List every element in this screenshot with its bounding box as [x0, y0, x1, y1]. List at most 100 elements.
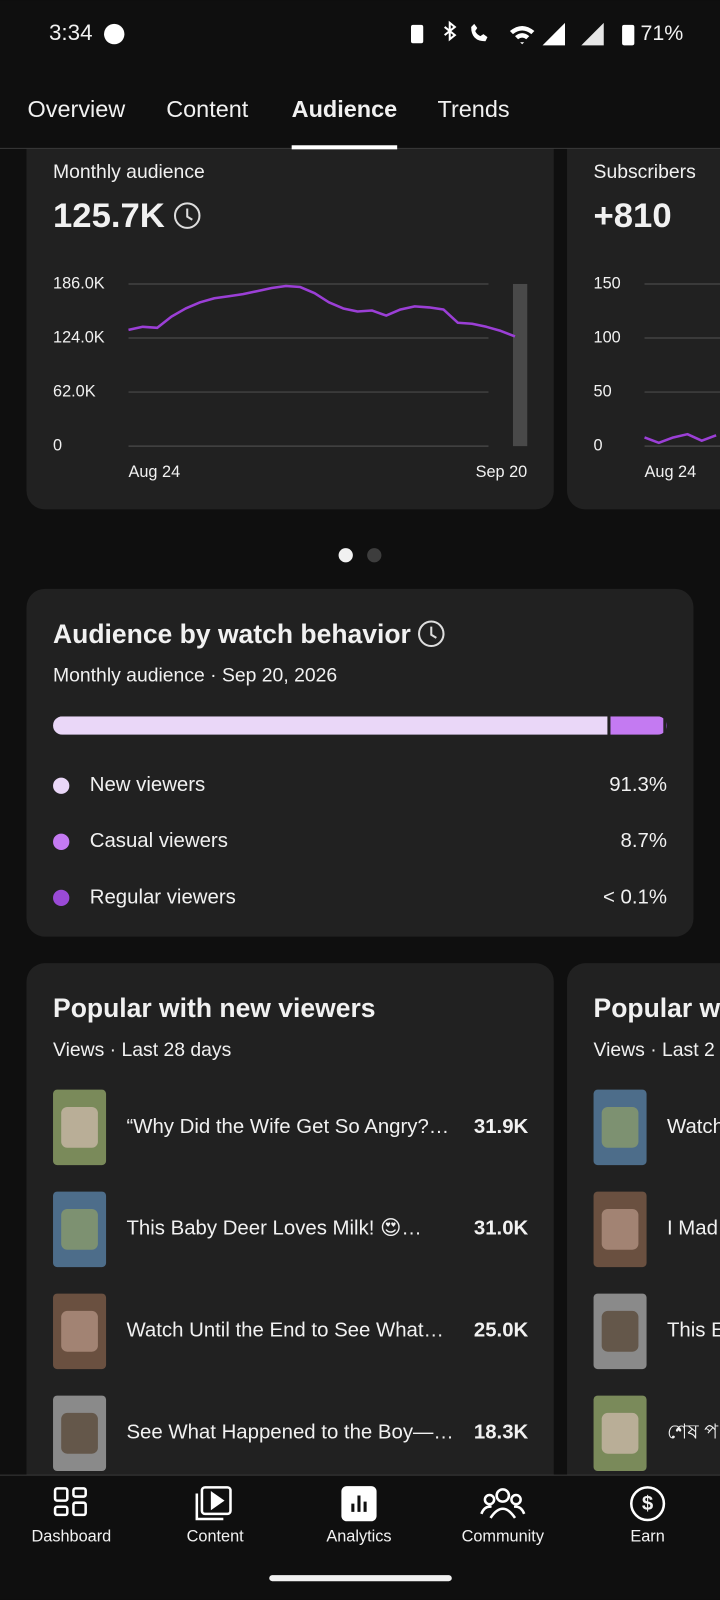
pager-dot[interactable] — [338, 548, 353, 563]
dashboard-icon — [53, 1487, 87, 1517]
messenger-icon — [104, 23, 125, 45]
card-bg — [26, 963, 554, 1535]
video-row[interactable]: শেষ প — [593, 1395, 719, 1472]
wifi-icon — [509, 25, 535, 45]
card-title: Monthly audience — [53, 161, 205, 183]
signal-icon — [542, 22, 565, 46]
home-indicator — [269, 1575, 452, 1582]
pager-dot[interactable] — [367, 548, 382, 563]
tab[interactable]: Trends — [438, 96, 510, 122]
card-title: Subscribers — [594, 161, 696, 183]
legend-label: Casual viewers — [90, 830, 228, 852]
y-tick-label: 186.0K — [53, 274, 105, 292]
thumbnail-detail — [61, 1106, 98, 1148]
video-title: Watch Until the End to See What… — [126, 1320, 443, 1342]
y-tick-label: 150 — [594, 274, 621, 292]
tab[interactable]: Overview — [28, 96, 126, 122]
nav-icons: $ — [53, 1486, 666, 1522]
popular-card[interactable]: Popular w Views · Last 2 Watch I Mad This E শ… — [567, 963, 720, 1535]
card-subtitle: Views · Last 28 days — [53, 1039, 231, 1061]
thumbnail-detail — [601, 1106, 639, 1148]
video-title: “Why Did the Wife Get So Angry?… — [126, 1116, 449, 1138]
card-headline: +810 — [594, 197, 672, 235]
video-title: This Baby Deer Loves Milk! 😍… — [126, 1218, 421, 1240]
video-title: See What Happened to the Boy—… — [126, 1422, 453, 1444]
tab[interactable]: Audience — [292, 96, 398, 122]
line-series — [128, 284, 516, 338]
card-title: Audience by watch behavior — [53, 619, 411, 649]
nav-label[interactable]: Analytics — [326, 1528, 391, 1546]
legend-value: < 0.1% — [603, 886, 667, 908]
bar-segment — [53, 716, 608, 735]
y-tick-label: 50 — [594, 382, 612, 400]
video-row[interactable]: See What Happened to the Boy—… 18.3K — [53, 1395, 529, 1472]
info-icon — [173, 202, 201, 229]
watch-behavior-card: Audience by watch behavior Monthly audien… — [26, 588, 694, 937]
video-title: Watch — [667, 1116, 720, 1138]
card-headline: 125.7K — [53, 197, 165, 235]
earn-icon: $ — [630, 1486, 666, 1522]
thumbnail-detail — [61, 1208, 98, 1250]
legend-label: New viewers — [90, 774, 206, 796]
video-row[interactable]: Watch — [593, 1089, 720, 1166]
content-icon — [195, 1486, 232, 1521]
video-row[interactable]: This E — [593, 1293, 720, 1370]
video-row[interactable]: I Mad — [593, 1191, 718, 1268]
card-bg — [26, 588, 694, 937]
video-views: 18.3K — [474, 1422, 529, 1444]
thumbnail-detail — [601, 1208, 639, 1250]
nav-label[interactable]: Dashboard — [32, 1528, 112, 1546]
bar-segment — [666, 716, 667, 735]
x-tick-label: Aug 24 — [128, 463, 180, 481]
battery-icon — [622, 24, 635, 46]
card-subtitle: Monthly audience · Sep 20, 2026 — [53, 665, 337, 687]
card-title: Popular w — [594, 993, 720, 1023]
header: 3:34 71% Overview Content Audience Trends — [0, 0, 720, 150]
x-tick-label: Aug 24 — [645, 463, 697, 481]
video-title: I Mad — [667, 1218, 718, 1240]
call-icon — [471, 23, 488, 42]
video-title: This E — [667, 1320, 720, 1342]
nav-label[interactable]: Community — [462, 1528, 545, 1546]
legend-dot — [53, 833, 70, 850]
card-bg — [26, 122, 554, 510]
y-tick-label: 124.0K — [53, 328, 105, 346]
selection-highlight — [512, 283, 528, 447]
bottom-nav: $ Dashboard Content Analytics Community Earn — [0, 1474, 720, 1600]
info-icon — [418, 620, 445, 648]
chart-card[interactable]: Subscribers +810 0 50 100 150 Aug 24 — [567, 122, 720, 510]
popular-card[interactable]: Popular with new viewers Views · Last 28 … — [26, 963, 554, 1535]
community-icon — [480, 1488, 526, 1519]
battery-percent: 71% — [640, 21, 683, 45]
info-icon-hand — [430, 626, 437, 639]
clock: 3:34 — [49, 20, 93, 45]
legend-value: 8.7% — [621, 830, 667, 852]
card-title: Popular with new viewers — [53, 993, 376, 1023]
stacked-bar — [53, 716, 667, 735]
legend-label: Regular viewers — [90, 886, 236, 908]
thumbnail-detail — [601, 1412, 639, 1454]
vibrate-icon — [410, 24, 424, 44]
video-row[interactable]: “Why Did the Wife Get So Angry?… 31.9K — [53, 1089, 529, 1166]
bluetooth-icon — [444, 20, 457, 42]
y-tick-label: 0 — [594, 436, 603, 454]
video-title: শেষ প — [667, 1422, 718, 1444]
header-bg — [0, 0, 720, 149]
thumbnail-detail — [61, 1310, 98, 1352]
card-subtitle: Views · Last 2 — [594, 1039, 715, 1061]
nav-label[interactable]: Earn — [630, 1528, 664, 1546]
svg-text:$: $ — [642, 1493, 654, 1515]
video-row[interactable]: This Baby Deer Loves Milk! 😍… 31.0K — [53, 1191, 529, 1268]
nav-label[interactable]: Content — [187, 1528, 245, 1546]
y-tick-label: 0 — [53, 436, 62, 454]
line-series — [644, 432, 717, 445]
tab[interactable]: Content — [166, 96, 249, 122]
bar-segment — [610, 716, 664, 735]
video-views: 25.0K — [474, 1320, 529, 1342]
analytics-icon — [341, 1486, 377, 1522]
legend-dot — [53, 777, 70, 794]
y-tick-label: 100 — [594, 328, 621, 346]
chart-card[interactable]: Monthly audience 125.7K 0 62.0K 124.0K 186.0K… — [26, 122, 554, 510]
video-row[interactable]: Watch Until the End to See What… 25.0K — [53, 1293, 529, 1370]
